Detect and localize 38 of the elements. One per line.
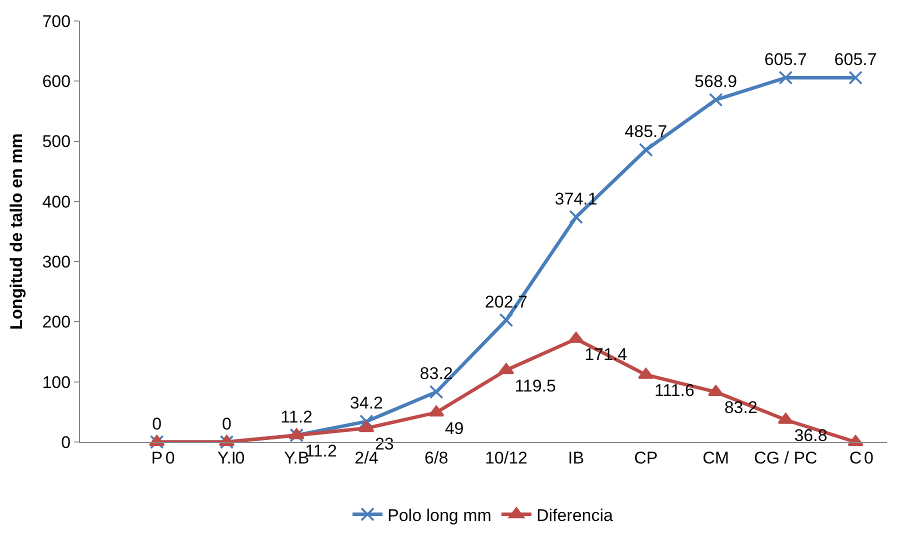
x-tick-label: 6/8: [424, 448, 448, 468]
y-tick-label: 700: [42, 12, 71, 31]
legend-label: Polo long mm: [388, 506, 492, 525]
x-tick-label: Y.I: [217, 448, 236, 468]
y-tick-label: 0: [61, 432, 71, 452]
data-label: 0: [222, 414, 232, 434]
y-tick-label: 200: [42, 312, 71, 332]
data-label: 605.7: [834, 50, 877, 69]
y-tick-label: 300: [42, 252, 71, 272]
data-label: 36.8: [794, 426, 828, 446]
data-label: 11.2: [280, 408, 313, 427]
x-tick-label: CG / PC: [754, 448, 818, 468]
data-label: 0: [152, 414, 162, 434]
legend-label: Diferencia: [536, 506, 614, 525]
data-label: 0: [165, 448, 175, 468]
data-label: 485.7: [624, 122, 668, 142]
data-label: 0: [864, 448, 874, 468]
data-label: 34.2: [350, 394, 384, 413]
x-tick-label: 2/4: [354, 448, 378, 468]
x-tick-label: 10/12: [484, 448, 528, 468]
y-axis-title: Longitud de tallo en mm: [6, 133, 26, 330]
data-label: 49: [444, 418, 464, 438]
x-tick-label: IB: [568, 448, 584, 468]
data-label: 605.7: [764, 50, 807, 69]
data-label: 568.9: [694, 72, 738, 92]
x-tick-label: CM: [702, 448, 730, 468]
data-label: 111.6: [654, 381, 694, 400]
data-label: 119.5: [514, 376, 556, 396]
y-tick-label: 400: [42, 192, 71, 212]
y-tick-label: 100: [42, 372, 71, 392]
data-label: 83.2: [724, 398, 758, 418]
y-tick-label: 500: [42, 132, 71, 152]
x-tick-label: C: [849, 448, 862, 468]
data-label: 83.2: [420, 364, 453, 384]
x-tick-label: P: [151, 448, 163, 468]
y-tick-label: 600: [42, 72, 71, 92]
x-tick-label: CP: [634, 448, 658, 468]
data-label: 0: [235, 448, 245, 468]
